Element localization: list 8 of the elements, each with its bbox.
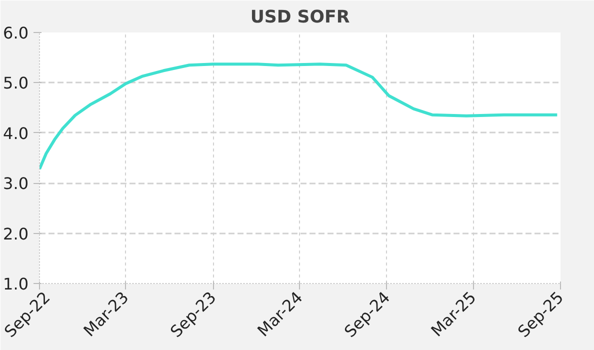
line-series (40, 62, 559, 171)
y-tick-label: 1.0 (3, 274, 29, 294)
y-tick-label: 2.0 (3, 224, 29, 244)
y-tick-label: 6.0 (3, 24, 29, 42)
y-tick-label: 3.0 (3, 174, 29, 194)
y-tick-label: 5.0 (3, 74, 29, 93)
chart-title: USD SOFR (250, 8, 350, 28)
y-tick-label: 4.0 (3, 124, 29, 143)
